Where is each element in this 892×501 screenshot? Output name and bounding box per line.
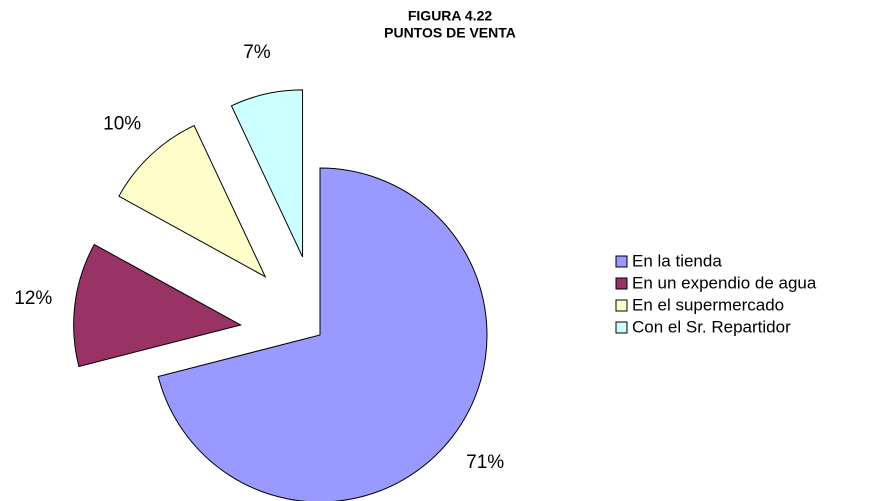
data-label: 71% bbox=[466, 452, 504, 473]
data-label: 12% bbox=[14, 288, 52, 309]
legend-swatch bbox=[615, 277, 628, 290]
legend-label: En el supermercado bbox=[632, 295, 784, 314]
legend-swatch bbox=[615, 299, 628, 312]
pie-slice bbox=[157, 167, 488, 501]
pie-slice bbox=[230, 89, 304, 258]
pie-slice bbox=[73, 243, 242, 368]
data-label: 10% bbox=[103, 113, 141, 134]
legend-label: En la tienda bbox=[632, 251, 722, 270]
legend-swatch bbox=[615, 255, 628, 268]
legend-swatch bbox=[615, 321, 628, 334]
legend-label: Con el Sr. Repartidor bbox=[632, 317, 791, 336]
legend-label: En un expendio de agua bbox=[632, 273, 817, 292]
chart-title: PUNTOS DE VENTA bbox=[384, 25, 516, 41]
pie-slice bbox=[118, 124, 267, 278]
chart-title: FIGURA 4.22 bbox=[408, 8, 492, 24]
data-label: 7% bbox=[243, 42, 271, 63]
